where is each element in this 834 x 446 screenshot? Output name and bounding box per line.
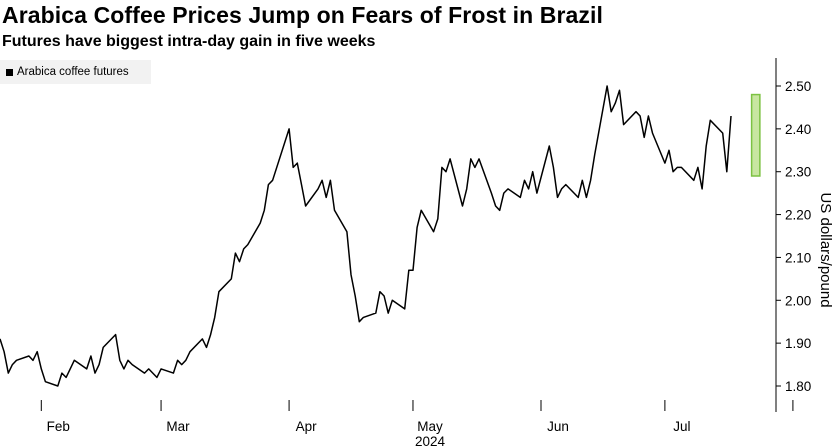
x-axis: Feb Mar Apr May Jun Jul 2024	[40, 400, 794, 446]
y-tick-label: 2.40	[785, 122, 811, 137]
chart-subtitle: Futures have biggest intra-day gain in f…	[2, 33, 376, 50]
x-tick-label: Jun	[547, 419, 569, 434]
y-axis: 1.80 1.90 2.00 2.10 2.20 2.30 2.40 2.50	[775, 58, 811, 412]
chart-legend: Arabica coffee futures	[0, 60, 151, 84]
y-tick-label: 2.20	[785, 208, 811, 223]
legend-swatch-icon	[6, 68, 13, 76]
x-tick-label: Mar	[166, 419, 190, 434]
y-tick-label: 2.10	[785, 250, 811, 265]
chart-title: Arabica Coffee Prices Jump on Fears of F…	[2, 2, 603, 28]
y-tick-label: 1.80	[785, 379, 811, 394]
x-tick-label: Apr	[296, 419, 318, 434]
series-line-arabica	[0, 85, 732, 387]
highlight-box	[750, 93, 761, 177]
x-tick-label: Feb	[47, 419, 70, 434]
y-tick-label: 2.30	[785, 165, 811, 180]
x-tick-label: May	[417, 419, 443, 434]
series-layer	[0, 85, 732, 387]
y-tick-label: 2.00	[785, 293, 811, 308]
y-tick-label: 2.50	[785, 79, 811, 94]
x-year-label: 2024	[415, 434, 446, 446]
x-tick-label: Jul	[673, 419, 690, 434]
y-tick-label: 1.90	[785, 336, 811, 351]
y-axis-label: US dollars/pound	[817, 192, 834, 307]
highlight-layer	[750, 93, 761, 177]
legend-label: Arabica coffee futures	[17, 66, 129, 78]
